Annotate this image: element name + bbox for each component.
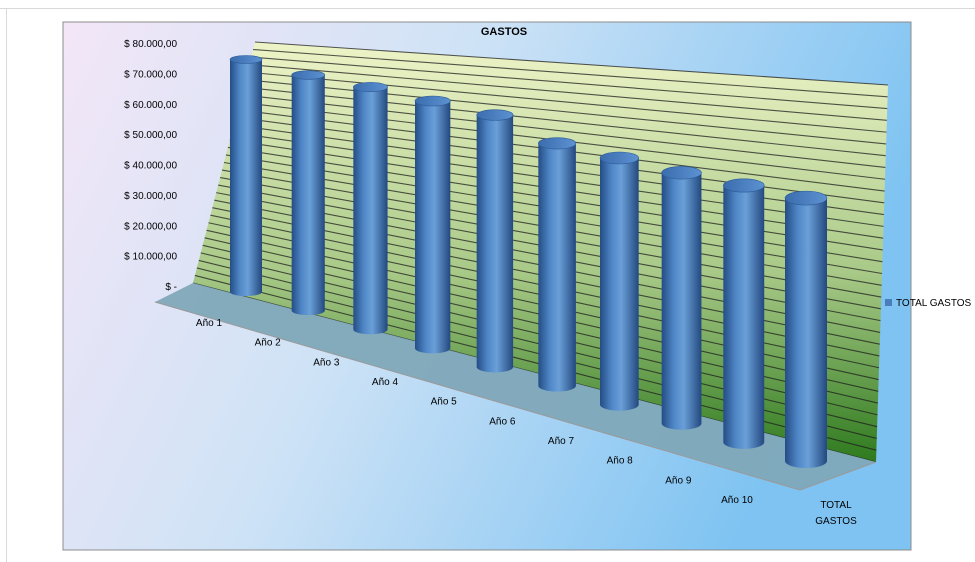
- bar-cap: [661, 166, 702, 180]
- x-axis: Año 1 Año 2 Año 3 Año 4 Año 5 Año 6 Año 7 Año 8…: [196, 318, 753, 506]
- legend-label: TOTAL GASTOS: [896, 298, 972, 309]
- bar[interactable]: [599, 151, 639, 411]
- x-tick-label: Año 6: [489, 416, 516, 427]
- bar-body: [230, 59, 262, 296]
- bar-series: [229, 55, 828, 468]
- bar-cap: [414, 95, 451, 107]
- sheet-gridline-left: [6, 8, 7, 562]
- legend[interactable]: TOTAL GASTOS: [885, 298, 972, 309]
- bar[interactable]: [291, 70, 326, 316]
- bar[interactable]: [661, 166, 702, 430]
- depth-axis-label-line2: GASTOS: [815, 516, 857, 527]
- bar-body: [538, 143, 576, 392]
- x-tick-label: Año 2: [255, 338, 282, 349]
- floor-axis: [154, 301, 877, 491]
- gridline: [253, 48, 888, 98]
- gridline: [241, 94, 886, 169]
- floor-side-edge: [799, 461, 877, 491]
- x-tick-label: Año 5: [431, 397, 458, 408]
- x-tick-label: Año 4: [372, 377, 399, 388]
- depth-axis-label-line1: TOTAL: [820, 500, 852, 511]
- bar-body: [415, 100, 451, 354]
- gridline: [254, 41, 889, 86]
- bar[interactable]: [414, 95, 451, 354]
- bar[interactable]: [476, 109, 514, 373]
- y-tick-label: $ 30.000,00: [124, 191, 177, 202]
- floor: [155, 283, 876, 490]
- sheet-gridline-top: [0, 8, 975, 9]
- bar-body: [600, 158, 639, 411]
- gridline: [249, 64, 887, 121]
- x-tick-label: Año 7: [548, 436, 575, 447]
- x-tick-label: Año 10: [721, 495, 753, 506]
- bar-cap: [476, 109, 514, 121]
- bar[interactable]: [723, 178, 765, 449]
- bar-body: [476, 115, 514, 373]
- y-tick-label: $ -: [165, 282, 177, 293]
- gridline: [251, 56, 888, 110]
- chart-title: GASTOS: [481, 26, 527, 38]
- floor-front-edge: [154, 301, 801, 491]
- x-tick-label: Año 8: [607, 456, 634, 467]
- bar-body: [661, 172, 702, 430]
- bar-cap: [599, 151, 639, 165]
- bar-body: [723, 185, 765, 449]
- x-tick-label: Año 9: [665, 475, 692, 486]
- bar-body: [353, 87, 388, 335]
- bar[interactable]: [229, 55, 263, 297]
- bar-body: [785, 198, 827, 468]
- y-axis: $ - $ 10.000,00 $ 20.000,00 $ 30.000,00 $ 40…: [124, 39, 177, 293]
- bar-cap: [723, 178, 765, 193]
- y-tick-label: $ 10.000,00: [124, 252, 177, 263]
- bar-cap: [229, 55, 263, 64]
- y-tick-label: $ 40.000,00: [124, 161, 177, 172]
- x-tick-label: Año 1: [196, 318, 223, 329]
- gridline: [245, 79, 887, 145]
- y-tick-label: $ 20.000,00: [124, 221, 177, 232]
- bar-cap: [784, 190, 828, 206]
- bar-body: [291, 75, 325, 316]
- x-tick-label: Año 3: [313, 357, 340, 368]
- bar[interactable]: [353, 82, 388, 335]
- y-tick-label: $ 80.000,00: [124, 39, 177, 50]
- y-tick-label: $ 60.000,00: [124, 100, 177, 111]
- gridline: [247, 71, 887, 133]
- bar[interactable]: [538, 137, 577, 392]
- gridline: [243, 86, 886, 157]
- bar[interactable]: [784, 190, 828, 468]
- bar-cap: [353, 82, 388, 93]
- y-tick-label: $ 70.000,00: [124, 69, 177, 80]
- legend-swatch: [885, 299, 892, 306]
- bar-cap: [538, 137, 577, 150]
- y-tick-label: $ 50.000,00: [124, 130, 177, 141]
- bar-cap: [291, 70, 326, 80]
